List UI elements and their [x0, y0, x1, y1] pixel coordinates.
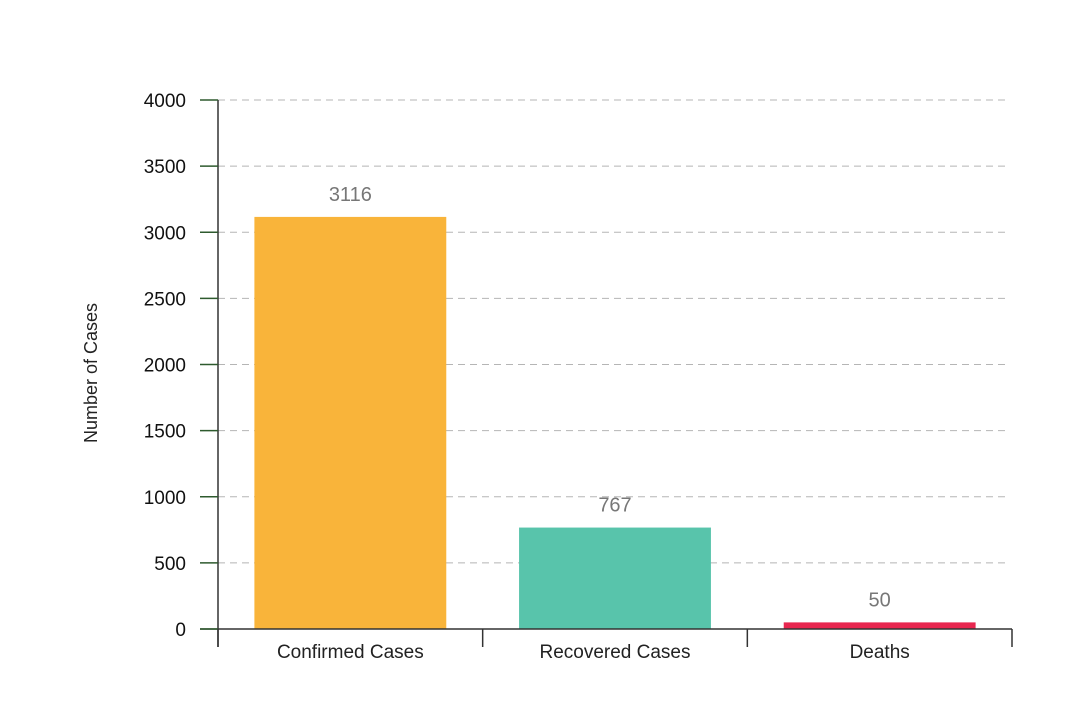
- bar-value-label: 767: [598, 495, 631, 517]
- y-tick-label: 2000: [144, 356, 186, 377]
- bar: [783, 622, 976, 629]
- y-tick-label: 1000: [144, 488, 186, 509]
- value-labels: 3116 767 50: [329, 184, 891, 611]
- bars: [254, 216, 976, 629]
- y-tick-label: 0: [175, 620, 186, 641]
- y-tick-label: 2500: [144, 289, 186, 310]
- x-tick-label: Recovered Cases: [539, 642, 690, 663]
- y-tick-label: 3500: [144, 157, 186, 178]
- x-ticks: Confirmed Cases Recovered Cases Deaths: [217, 629, 1013, 663]
- bar-value-label: 50: [869, 589, 891, 611]
- y-tick-label: 3000: [144, 223, 186, 244]
- y-tick-label: 500: [154, 554, 186, 575]
- y-ticks: 0 500 1000 1500 2000 2500 3000 3500 4000: [144, 91, 218, 641]
- axes: [200, 100, 1012, 647]
- y-axis-title: Number of Cases: [81, 303, 101, 443]
- x-tick-label: Confirmed Cases: [277, 642, 424, 663]
- y-tick-label: 4000: [144, 91, 186, 112]
- bar: [519, 527, 711, 629]
- y-tick-label: 1500: [144, 422, 186, 443]
- bar: [254, 216, 447, 629]
- bar-value-label: 3116: [329, 184, 372, 206]
- x-tick-label: Deaths: [850, 642, 910, 663]
